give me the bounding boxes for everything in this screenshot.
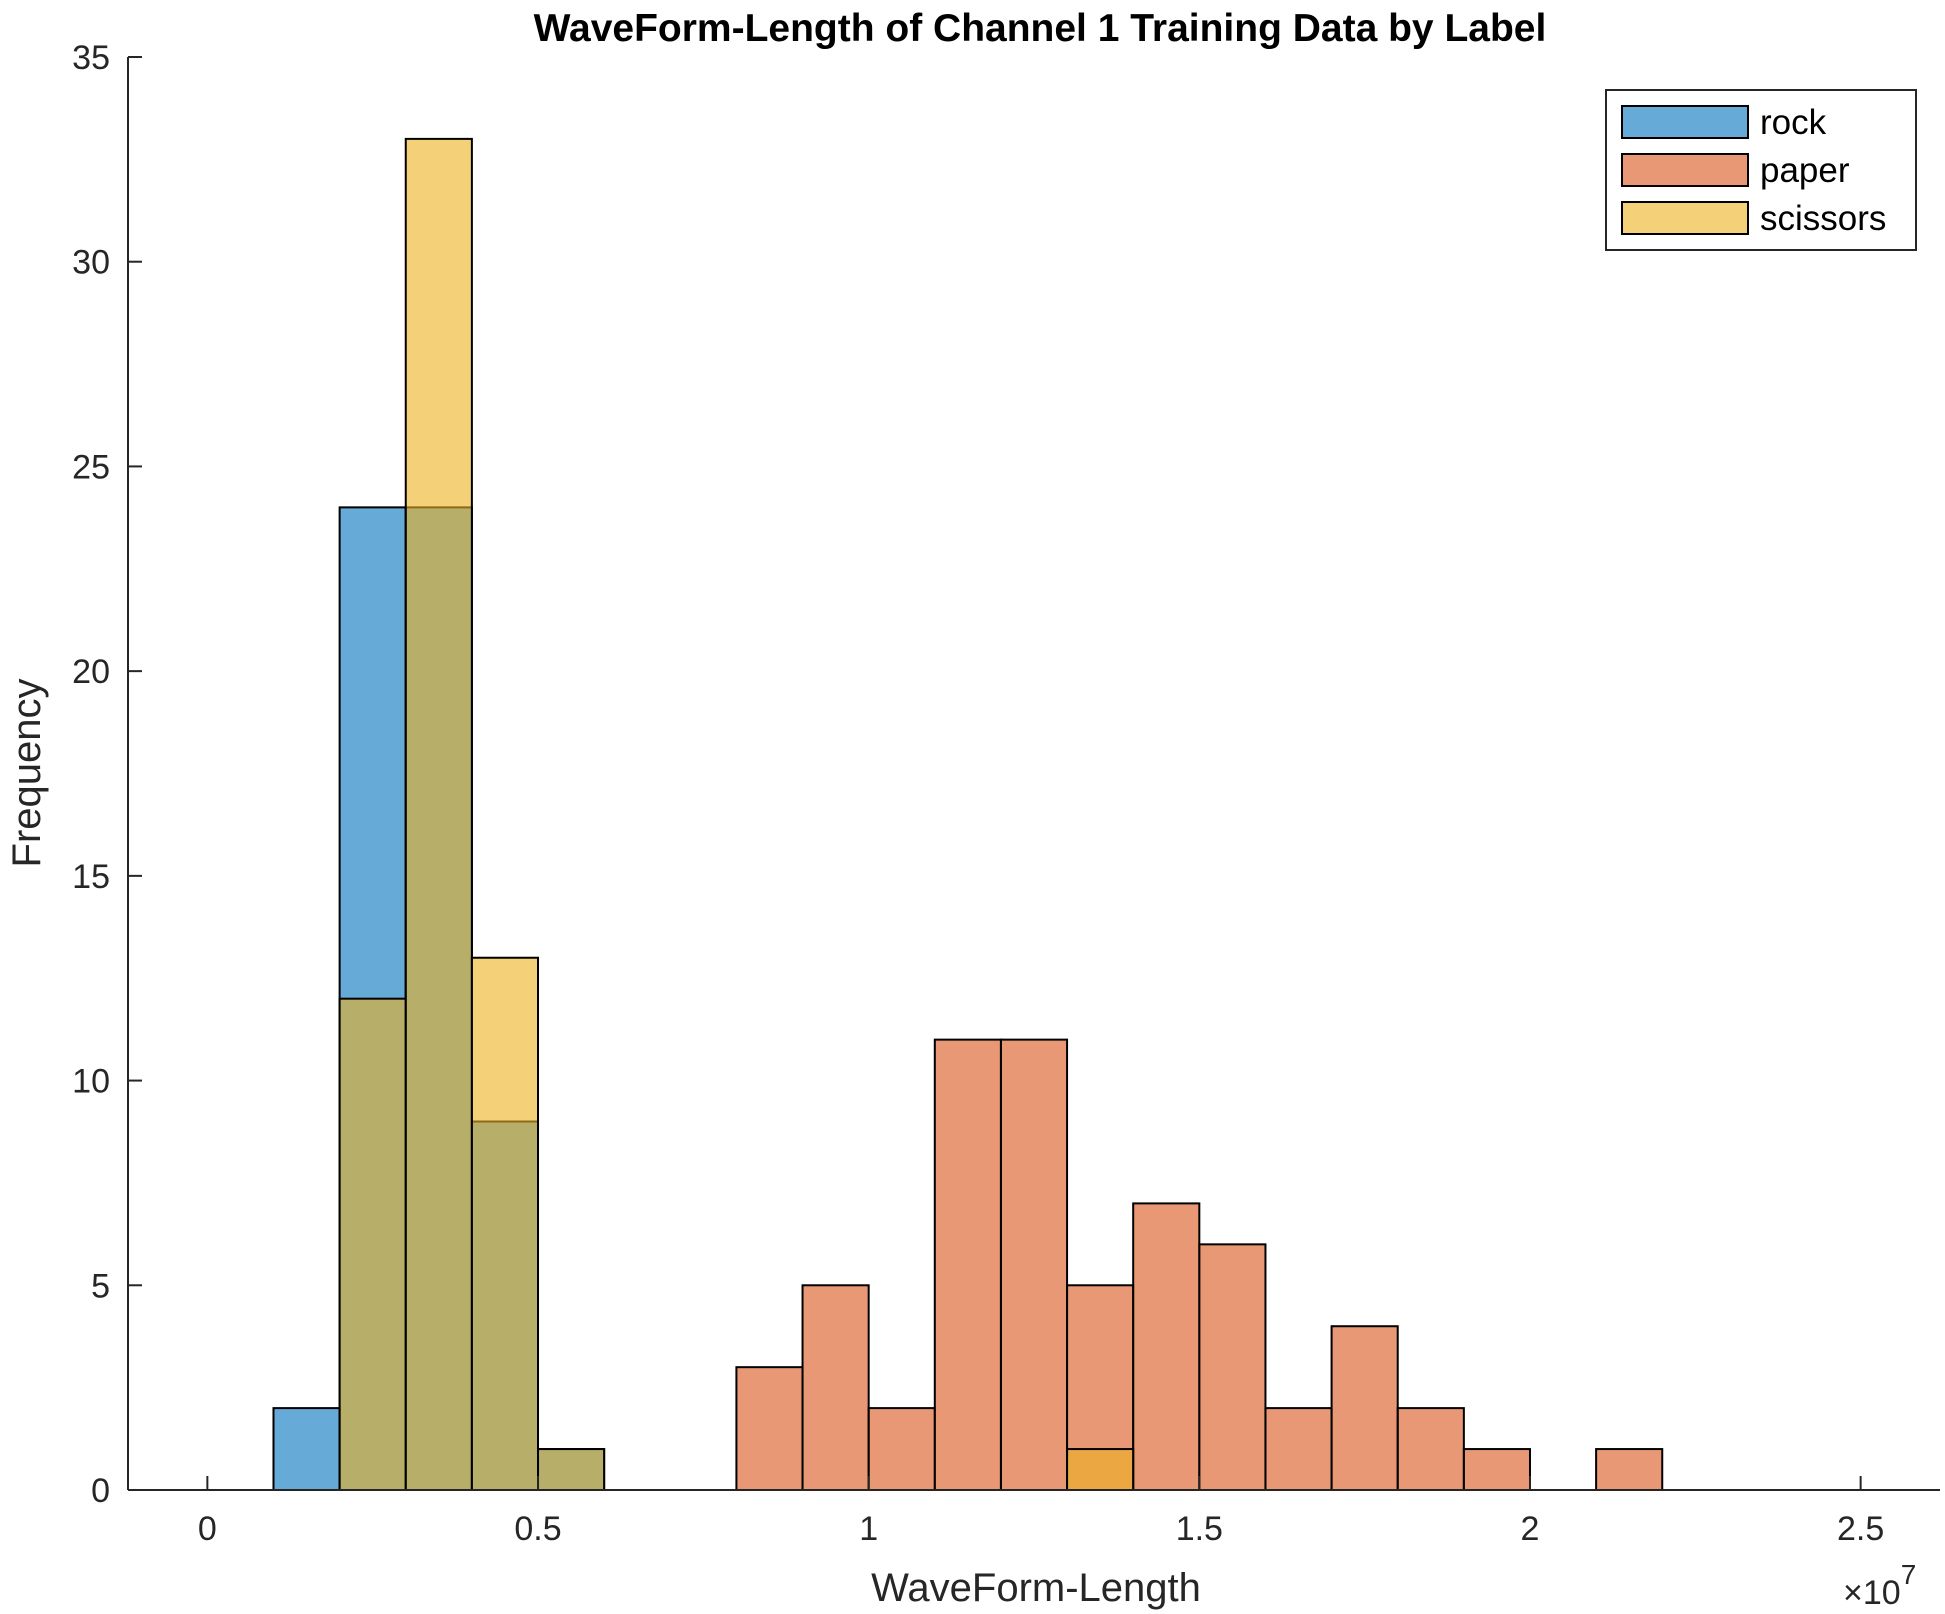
bar-paper-4 bbox=[999, 1038, 1069, 1491]
legend: rock paper scissors bbox=[1605, 89, 1917, 251]
bar-scissors-2 bbox=[470, 956, 540, 1491]
legend-label-paper: paper bbox=[1760, 151, 1850, 190]
bar-paper-1 bbox=[801, 1284, 870, 1492]
bar-paper-6 bbox=[1132, 1202, 1201, 1492]
y-tick-label: 10 bbox=[72, 1063, 110, 1101]
y-tick-label: 5 bbox=[91, 1267, 110, 1305]
x-axis-title: WaveForm-Length bbox=[871, 1566, 1201, 1610]
legend-swatch-scissors bbox=[1621, 201, 1749, 235]
y-tick-label: 0 bbox=[91, 1472, 110, 1510]
chart-title: WaveForm-Length of Channel 1 Training Da… bbox=[534, 7, 1547, 50]
bar-paper-10 bbox=[1396, 1407, 1465, 1491]
bar-paper-2 bbox=[867, 1407, 936, 1491]
legend-label-scissors: scissors bbox=[1760, 199, 1886, 238]
bar-paper-11 bbox=[1462, 1448, 1531, 1491]
legend-swatch-rock bbox=[1621, 105, 1749, 139]
x-tick-label: 2.5 bbox=[1837, 1510, 1884, 1548]
bar-paper-3 bbox=[933, 1038, 1002, 1491]
bars-layer bbox=[272, 137, 1664, 1492]
bar-scissors-3 bbox=[537, 1448, 606, 1491]
y-tick-label: 15 bbox=[72, 858, 110, 896]
legend-label-rock: rock bbox=[1760, 103, 1827, 142]
x-tick-label: 2 bbox=[1521, 1510, 1540, 1548]
bar-paper-8 bbox=[1264, 1407, 1333, 1491]
axes-layer: 0 0.5 1 1.5 2 2.5 0 5 10 15 20 25 30 35 bbox=[72, 39, 1940, 1548]
bar-rock-0 bbox=[272, 1407, 341, 1491]
bar-paper-0 bbox=[735, 1366, 804, 1491]
x-axis-exponent: ×107 bbox=[1843, 1559, 1916, 1612]
y-tick-label: 20 bbox=[72, 653, 110, 691]
bar-paper-7 bbox=[1198, 1243, 1267, 1492]
legend-swatch-paper bbox=[1621, 153, 1749, 187]
x-tick-label: 0.5 bbox=[514, 1510, 561, 1548]
x-tick-label: 1 bbox=[859, 1510, 878, 1548]
bar-paper-13 bbox=[1595, 1448, 1664, 1491]
x-tick-label: 1.5 bbox=[1176, 1510, 1223, 1548]
y-tick-label: 35 bbox=[72, 39, 110, 77]
bar-scissors-1 bbox=[404, 137, 473, 1491]
y-tick-label: 30 bbox=[72, 244, 110, 282]
x-tick-label: 0 bbox=[198, 1510, 217, 1548]
y-axis-title: Frequency bbox=[5, 679, 49, 868]
bar-scissors-4 bbox=[1066, 1448, 1135, 1491]
x-axis-exponent-power: 7 bbox=[1901, 1559, 1917, 1590]
bar-paper-9 bbox=[1330, 1325, 1399, 1491]
y-tick-label: 25 bbox=[72, 448, 110, 486]
bar-scissors-0 bbox=[338, 997, 407, 1492]
x-axis-exponent-base: ×10 bbox=[1843, 1574, 1901, 1612]
